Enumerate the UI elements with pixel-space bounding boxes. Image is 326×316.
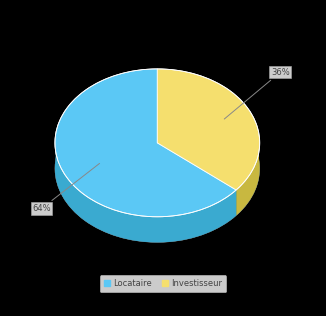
Polygon shape (55, 134, 236, 242)
Ellipse shape (55, 94, 260, 242)
Polygon shape (236, 134, 260, 216)
Polygon shape (55, 69, 236, 217)
Polygon shape (157, 69, 260, 190)
Legend: Locataire, Investisseur: Locataire, Investisseur (100, 275, 226, 292)
Text: 64%: 64% (32, 163, 99, 213)
Text: 36%: 36% (224, 68, 290, 119)
